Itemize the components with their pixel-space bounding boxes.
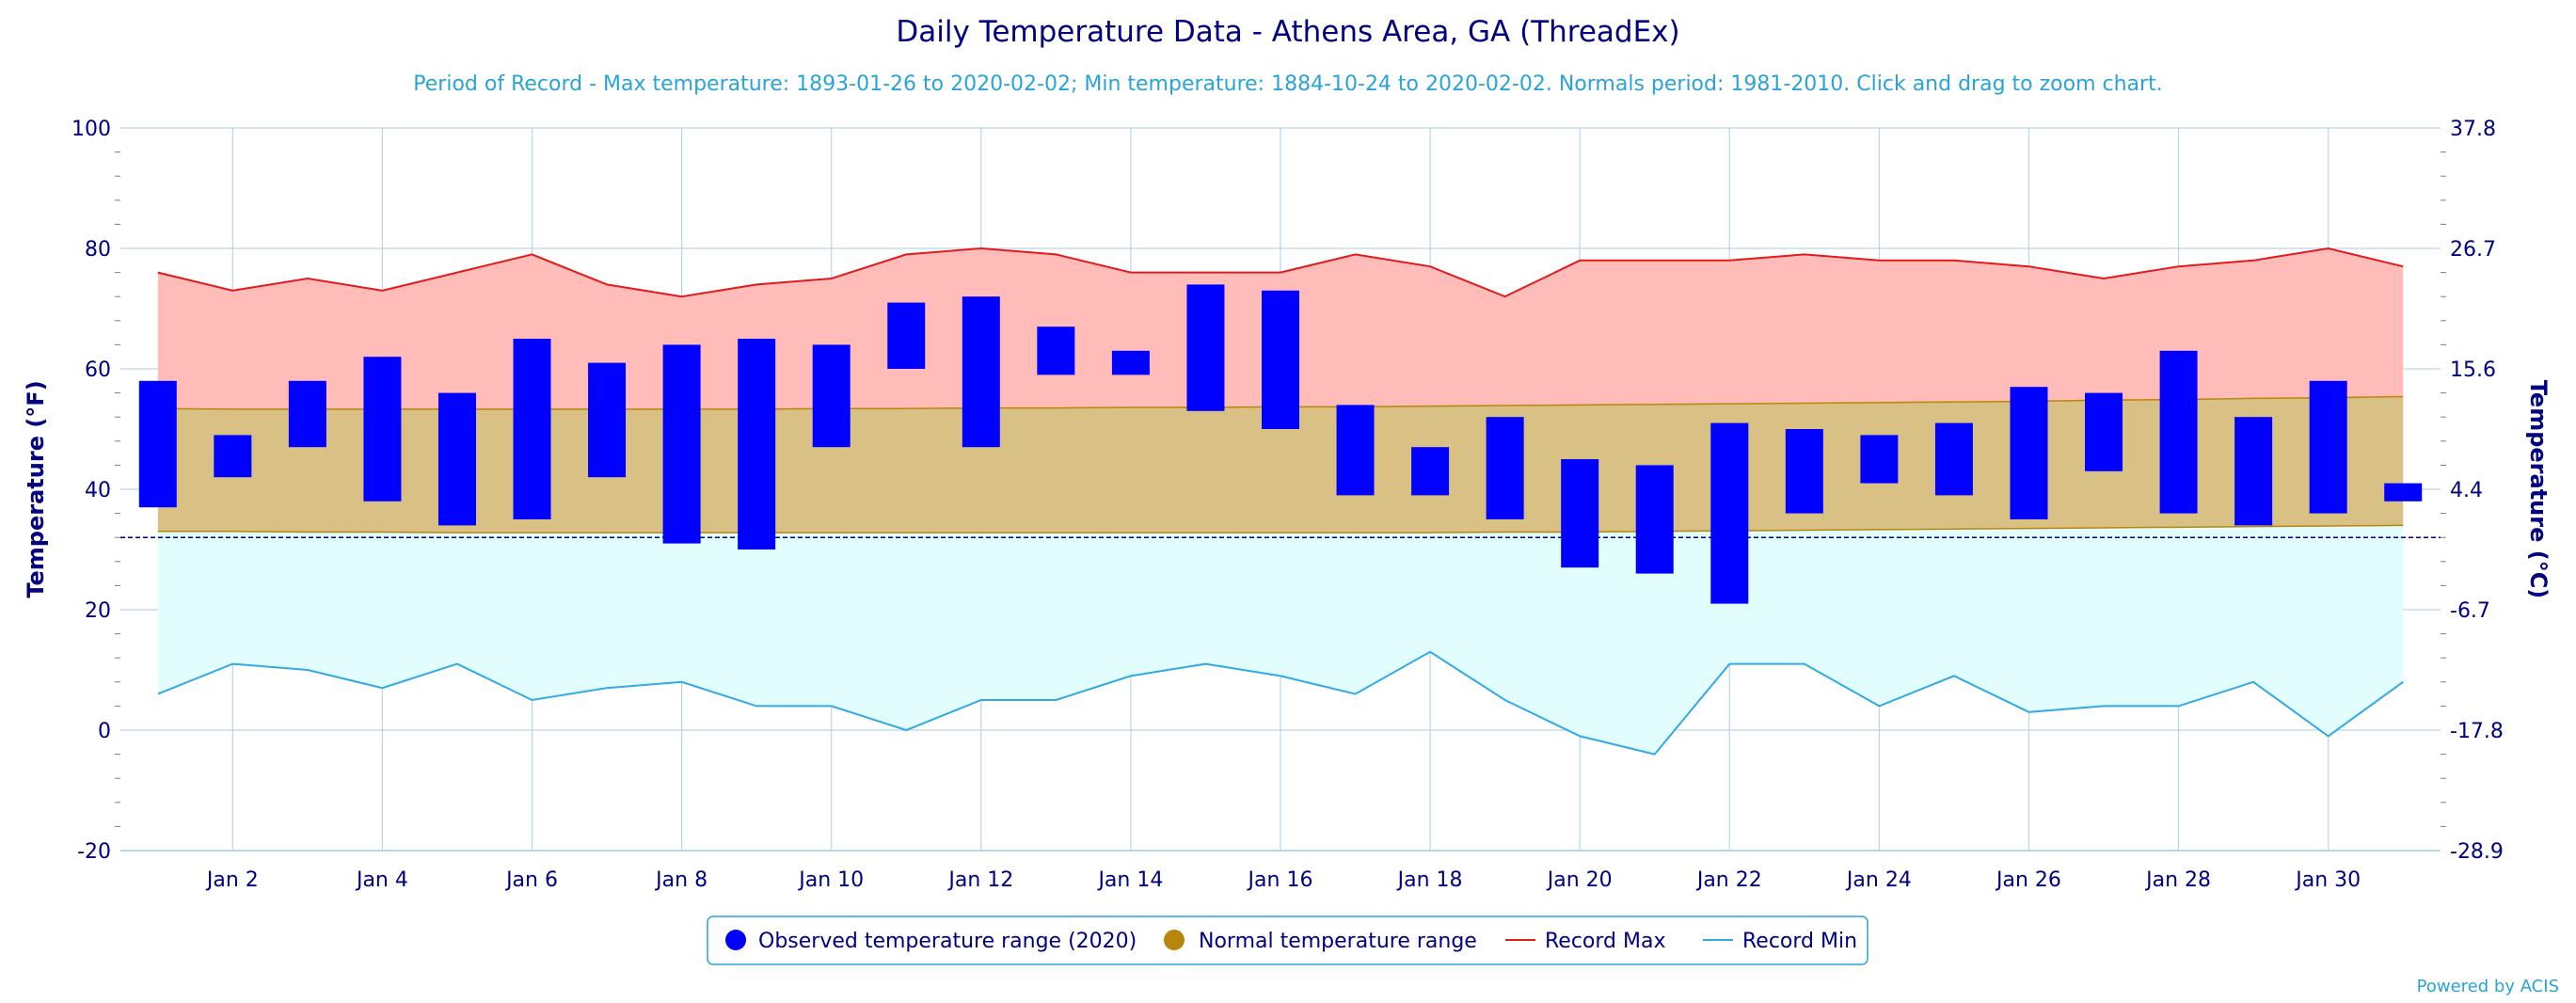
observed-bar [738, 339, 776, 549]
observed-bar [812, 344, 851, 448]
x-tick-label: Jan 8 [654, 868, 708, 892]
observed-bar [2234, 417, 2273, 526]
record-min-band [157, 525, 2404, 755]
y-tick-label-right: 26.7 [2450, 238, 2496, 262]
legend-item-record-max[interactable]: Record Max [1505, 930, 1666, 953]
legend-box [707, 915, 1868, 965]
record-min-line [157, 650, 2404, 756]
chart-title: Daily Temperature Data - Athens Area, GA… [896, 15, 1679, 49]
legend-item-normal[interactable]: Normal temperature range [1164, 930, 1477, 953]
powered-by-credit[interactable]: Powered by ACIS [2417, 977, 2559, 996]
legend-item-observed[interactable]: Observed temperature range (2020) [725, 930, 1137, 953]
x-tick-label: Jan 22 [1695, 868, 1762, 892]
x-tick-label: Jan 16 [1247, 868, 1313, 892]
record-max-line [157, 247, 2404, 298]
x-tick-label: Jan 10 [797, 868, 864, 892]
axes: 100 37.8 80 26.7 60 15.6 40 4.4 20 -6.7 0 -17.8 -20 -… [72, 118, 2504, 892]
observed-bar [138, 380, 177, 508]
observed-bars [138, 284, 2423, 604]
normal-low-line [157, 524, 2404, 533]
observed-bar [887, 302, 926, 369]
observed-bar [1111, 350, 1150, 375]
legend: Observed temperature range (2020) Normal… [707, 915, 1868, 965]
y-axis-title-left: Temperature (°F) [23, 380, 49, 597]
legend-label-observed: Observed temperature range (2020) [758, 930, 1137, 953]
x-tick-label: Jan 2 [205, 868, 259, 892]
y-tick-label-left: 0 [98, 720, 111, 743]
observed-bar [2159, 350, 2198, 514]
legend-label-record-max: Record Max [1545, 930, 1666, 953]
x-tick-label: Jan 18 [1396, 868, 1463, 892]
observed-bar [1710, 422, 1749, 604]
legend-item-record-min[interactable]: Record Min [1703, 930, 1857, 953]
y-tick-label-left: 60 [85, 358, 111, 382]
x-tick-label: Jan 24 [1845, 868, 1912, 892]
y-tick-label-left: 20 [85, 599, 111, 623]
y-tick-label-right: -6.7 [2450, 599, 2490, 623]
observed-bar [2010, 387, 2048, 519]
x-tick-label: Jan 6 [504, 868, 558, 892]
legend-label-normal: Normal temperature range [1199, 930, 1477, 953]
x-tick-label: Jan 14 [1096, 868, 1163, 892]
y-axis-title-right: Temperature (°C) [2525, 380, 2552, 599]
area-layer [120, 248, 2441, 755]
x-tick-label: Jan 26 [1995, 868, 2061, 892]
y-tick-label-right: 4.4 [2450, 479, 2483, 502]
observed-bar [1037, 326, 1075, 375]
observed-bar [214, 435, 252, 478]
observed-bar [437, 392, 476, 526]
observed-bar [1486, 417, 1524, 519]
y-tick-label-right: -17.8 [2450, 720, 2504, 743]
legend-symbol-observed [725, 930, 746, 950]
x-tick-label: Jan 30 [2294, 868, 2361, 892]
observed-bar [1785, 429, 1823, 514]
x-tick-label: Jan 4 [355, 868, 408, 892]
x-tick-label: Jan 20 [1546, 868, 1613, 892]
normal-range-band [157, 396, 2404, 533]
observed-bar [1635, 465, 1674, 574]
observed-bar [288, 380, 326, 448]
observed-bar [2384, 483, 2423, 502]
y-tick-label-left: -20 [77, 840, 111, 864]
observed-bar [513, 339, 551, 519]
chart-subtitle: Period of Record - Max temperature: 1893… [413, 72, 2162, 96]
observed-bar [1262, 290, 1299, 429]
y-tick-label-right: 15.6 [2450, 358, 2496, 382]
legend-symbol-normal [1164, 930, 1185, 950]
observed-bar [588, 362, 627, 478]
observed-bar [662, 344, 701, 544]
observed-bar [1561, 459, 1599, 568]
x-tick-label: Jan 12 [946, 868, 1013, 892]
observed-bar [1336, 405, 1375, 496]
observed-bar [363, 357, 402, 502]
observed-bar [2085, 392, 2123, 471]
observed-bar [2309, 380, 2347, 514]
observed-bar [1934, 422, 1973, 496]
record-lines [157, 247, 2404, 756]
y-tick-label-left: 100 [72, 118, 111, 141]
y-tick-label-right: -28.9 [2450, 840, 2504, 864]
observed-bar [1860, 435, 1899, 484]
y-tick-label-left: 80 [85, 238, 111, 262]
x-tick-label: Jan 28 [2144, 868, 2211, 892]
legend-label-record-min: Record Min [1742, 930, 1857, 953]
observed-bar [1186, 284, 1225, 411]
observed-bar [962, 296, 1000, 448]
observed-bar [1411, 447, 1450, 496]
y-tick-label-left: 40 [85, 479, 111, 502]
y-tick-label-right: 37.8 [2450, 118, 2496, 141]
